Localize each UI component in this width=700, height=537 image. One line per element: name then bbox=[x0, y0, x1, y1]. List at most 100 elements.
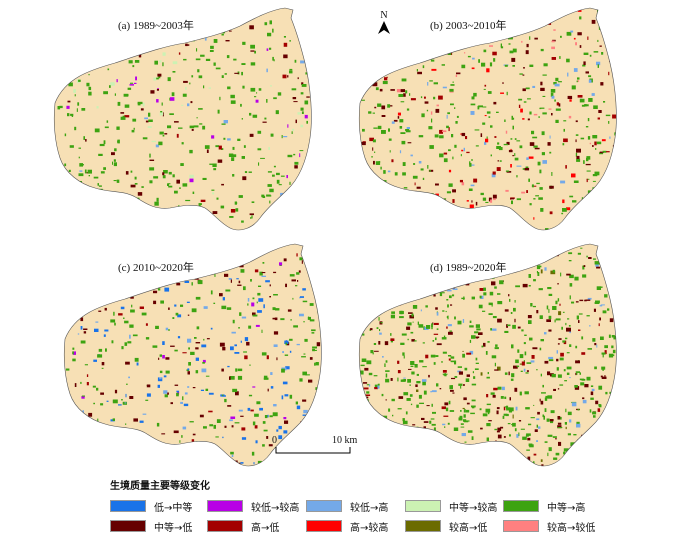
change-patch bbox=[155, 77, 159, 80]
legend-item: 较高→低 bbox=[405, 519, 487, 534]
change-patch bbox=[172, 71, 176, 73]
change-patch bbox=[559, 56, 561, 59]
change-patch bbox=[538, 265, 542, 268]
change-patch bbox=[542, 112, 547, 115]
change-patch bbox=[452, 244, 457, 249]
change-patch bbox=[492, 171, 496, 175]
change-patch bbox=[439, 153, 444, 158]
change-patch bbox=[598, 323, 600, 327]
change-patch bbox=[618, 11, 621, 12]
change-patch bbox=[164, 394, 168, 398]
change-patch bbox=[57, 195, 62, 198]
change-patch bbox=[91, 61, 95, 63]
change-patch bbox=[291, 279, 296, 282]
change-patch bbox=[402, 172, 406, 176]
change-patch bbox=[366, 73, 372, 78]
change-patch bbox=[589, 325, 591, 327]
change-patch bbox=[551, 373, 556, 378]
change-patch bbox=[610, 409, 613, 413]
change-patch bbox=[162, 228, 164, 230]
change-patch bbox=[618, 183, 622, 187]
change-patch bbox=[74, 383, 77, 387]
change-patch bbox=[173, 452, 176, 454]
change-patch bbox=[410, 403, 413, 406]
change-patch bbox=[462, 319, 465, 323]
change-patch bbox=[420, 168, 424, 171]
change-patch bbox=[451, 377, 456, 380]
change-patch bbox=[523, 262, 528, 264]
change-patch bbox=[580, 382, 585, 386]
change-patch bbox=[521, 329, 524, 332]
change-patch bbox=[612, 154, 615, 158]
change-patch bbox=[487, 372, 489, 375]
change-patch bbox=[562, 199, 565, 204]
change-patch bbox=[77, 309, 83, 311]
change-patch bbox=[452, 199, 455, 203]
change-patch bbox=[113, 39, 118, 44]
change-patch bbox=[129, 396, 134, 399]
change-patch bbox=[94, 282, 99, 285]
change-patch bbox=[177, 336, 181, 339]
change-patch bbox=[108, 228, 113, 230]
change-patch bbox=[524, 351, 527, 356]
change-patch bbox=[468, 255, 472, 257]
change-patch bbox=[55, 189, 60, 193]
change-patch bbox=[360, 364, 365, 367]
change-patch bbox=[393, 119, 398, 122]
change-patch bbox=[502, 415, 505, 419]
change-patch bbox=[478, 304, 483, 309]
change-patch bbox=[254, 50, 256, 54]
change-patch bbox=[589, 409, 592, 413]
change-patch bbox=[250, 217, 252, 219]
change-patch bbox=[486, 403, 491, 406]
change-patch bbox=[265, 280, 270, 283]
change-patch bbox=[206, 149, 209, 153]
change-patch bbox=[221, 123, 226, 125]
change-patch bbox=[462, 209, 466, 212]
change-patch bbox=[249, 133, 254, 137]
change-patch bbox=[314, 282, 318, 284]
change-patch bbox=[619, 171, 623, 173]
change-patch bbox=[518, 432, 520, 437]
change-patch bbox=[73, 89, 76, 93]
change-patch bbox=[230, 279, 232, 283]
change-patch bbox=[596, 61, 601, 66]
change-patch bbox=[116, 205, 121, 210]
change-patch bbox=[201, 368, 207, 373]
change-patch bbox=[491, 303, 493, 307]
change-patch bbox=[198, 75, 203, 79]
change-patch bbox=[420, 96, 423, 99]
change-patch bbox=[581, 197, 584, 201]
change-patch bbox=[387, 436, 393, 440]
change-patch bbox=[412, 441, 414, 443]
change-patch bbox=[596, 286, 601, 290]
change-patch bbox=[94, 328, 99, 332]
change-patch bbox=[85, 139, 87, 142]
change-patch bbox=[221, 394, 224, 396]
change-patch bbox=[368, 251, 371, 253]
change-patch bbox=[458, 371, 463, 375]
change-patch bbox=[276, 172, 280, 176]
change-patch bbox=[576, 454, 580, 458]
legend-label: 较高→较低 bbox=[547, 522, 596, 534]
change-patch bbox=[593, 105, 598, 109]
change-patch bbox=[163, 12, 167, 16]
change-patch bbox=[403, 377, 406, 379]
change-patch bbox=[407, 379, 411, 383]
change-patch bbox=[605, 114, 611, 117]
change-patch bbox=[264, 22, 268, 26]
change-patch bbox=[618, 46, 620, 50]
change-patch bbox=[101, 367, 104, 369]
change-patch bbox=[184, 280, 190, 283]
change-patch bbox=[76, 182, 80, 186]
change-patch bbox=[548, 293, 553, 296]
change-patch bbox=[576, 158, 581, 162]
change-patch bbox=[520, 370, 523, 372]
change-patch bbox=[497, 366, 501, 371]
change-patch bbox=[617, 260, 618, 261]
change-patch bbox=[556, 350, 558, 354]
change-patch bbox=[78, 173, 84, 177]
change-patch bbox=[515, 285, 520, 288]
change-patch bbox=[485, 201, 489, 203]
change-patch bbox=[615, 400, 617, 403]
